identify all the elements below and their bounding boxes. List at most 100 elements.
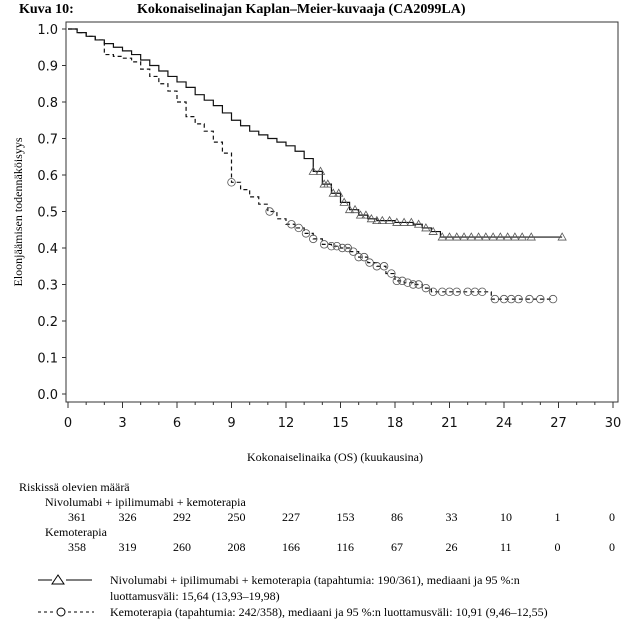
risk-count: 358 bbox=[68, 540, 86, 554]
censor-triangle-marker bbox=[526, 232, 536, 241]
censor-triangle-marker bbox=[495, 232, 506, 241]
y-tick-label: 1.0 bbox=[37, 23, 58, 38]
censor-circle-marker bbox=[227, 178, 236, 187]
censor-triangle-marker bbox=[339, 197, 349, 206]
risk-count: 208 bbox=[227, 540, 246, 554]
censor-circle-marker bbox=[408, 280, 418, 289]
risk-count: 0 bbox=[609, 540, 615, 554]
x-tick-label: 21 bbox=[441, 416, 458, 431]
censor-circle-marker bbox=[514, 294, 523, 304]
km-chart: 0.0 0.1 0.2 0.3 0.4 0.5 0.6 0.7 0.8 0.9 1.0 0 3 6 9 12… bbox=[11, 21, 622, 464]
risk-count: 166 bbox=[282, 540, 300, 554]
censor-circle-marker bbox=[354, 252, 363, 262]
censor-circle-marker bbox=[478, 287, 487, 296]
x-tick-label: 27 bbox=[550, 416, 567, 431]
censor-circle-marker bbox=[387, 269, 396, 278]
censor-circle-marker bbox=[379, 262, 389, 271]
legend-text-nivo-2: luottamusväli: 15,64 (13,93–19,98) bbox=[110, 589, 280, 603]
plot-frame bbox=[65, 21, 619, 403]
censor-circle-marker bbox=[309, 234, 318, 244]
y-tick-label: 0.3 bbox=[37, 279, 58, 294]
censor-triangle-marker bbox=[361, 210, 371, 219]
censor-triangle-marker bbox=[444, 232, 455, 241]
censor-triangle-marker bbox=[350, 204, 360, 214]
risk-count: 26 bbox=[445, 540, 458, 554]
censor-circle-marker bbox=[525, 294, 534, 304]
y-tick-label: 0.8 bbox=[37, 96, 58, 111]
censor-triangle-marker bbox=[333, 188, 344, 197]
figure-label: Kuva 10: bbox=[19, 2, 74, 17]
censor-triangle-marker bbox=[355, 210, 366, 219]
series-group bbox=[68, 28, 567, 304]
risk-count: 153 bbox=[336, 510, 355, 524]
censor-triangle-marker bbox=[323, 179, 333, 188]
censor-triangle-marker bbox=[372, 215, 382, 225]
x-tick-label: 0 bbox=[64, 416, 72, 431]
censor-circle-marker bbox=[392, 276, 402, 286]
censor-triangle-marker bbox=[308, 166, 318, 175]
y-tick-label: 0.2 bbox=[37, 315, 58, 330]
risk-count: 250 bbox=[227, 510, 246, 524]
risk-group-label: Kemoterapia bbox=[45, 525, 107, 539]
censor-triangle-marker bbox=[481, 232, 491, 241]
censor-circle-marker bbox=[398, 276, 407, 286]
censor-triangle-marker bbox=[406, 217, 417, 226]
risk-count: 33 bbox=[445, 510, 458, 524]
censor-circle-marker bbox=[403, 278, 412, 287]
censor-circle-marker bbox=[349, 247, 358, 256]
risk-count: 292 bbox=[173, 510, 191, 524]
censor-triangle-marker bbox=[510, 232, 520, 241]
censor-triangle-marker bbox=[328, 188, 338, 197]
risk-count: 326 bbox=[118, 510, 137, 524]
censor-circle-marker bbox=[332, 241, 342, 251]
risk-count: 116 bbox=[336, 540, 355, 554]
chemo-survival-curve bbox=[68, 28, 554, 300]
x-tick-label: 18 bbox=[387, 416, 404, 431]
censor-circle-marker bbox=[421, 283, 431, 293]
censor-circle-marker bbox=[414, 280, 423, 289]
censor-triangle-marker bbox=[473, 232, 484, 241]
censor-circle-marker bbox=[287, 220, 296, 229]
censor-circle-marker bbox=[536, 294, 545, 304]
x-tick-label: 12 bbox=[278, 416, 295, 431]
censor-triangle-marker bbox=[377, 215, 387, 225]
censor-triangle-marker bbox=[344, 204, 355, 214]
y-tick-label: 0.0 bbox=[37, 388, 58, 403]
censor-circle-marker bbox=[548, 294, 558, 304]
legend-solid-triangle-icon bbox=[38, 574, 92, 585]
y-tick-label: 0.6 bbox=[37, 169, 58, 184]
x-tick-label: 9 bbox=[227, 416, 235, 431]
x-tick-label: 15 bbox=[332, 416, 349, 431]
x-tick-label: 24 bbox=[496, 416, 513, 431]
risk-count: 0 bbox=[554, 540, 561, 554]
y-axis: 0.0 0.1 0.2 0.3 0.4 0.5 0.6 0.7 0.8 0.9 1.0 bbox=[37, 23, 66, 403]
risk-count: 67 bbox=[391, 540, 403, 554]
censor-circle-marker bbox=[294, 223, 303, 233]
risk-count: 319 bbox=[118, 540, 137, 554]
risk-count: 361 bbox=[68, 510, 86, 524]
x-tick-label: 6 bbox=[173, 416, 181, 431]
censor-circle-marker bbox=[327, 241, 336, 251]
censor-triangle-marker bbox=[413, 219, 424, 228]
risk-count: 11 bbox=[500, 540, 512, 554]
censor-triangle-marker bbox=[366, 213, 377, 223]
legend-text-chemo: Kemoterapia (tapahtumia: 242/358), media… bbox=[110, 605, 548, 619]
risk-table-title: Riskissä olevien määrä bbox=[19, 480, 130, 494]
y-tick-label: 0.1 bbox=[37, 352, 58, 367]
legend-dashed-circle-icon bbox=[38, 607, 94, 617]
y-axis-title: Eloonjäämisen todennäköisyys bbox=[11, 137, 25, 286]
risk-count: 260 bbox=[173, 540, 191, 554]
risk-group-label: Nivolumabi + ipilimumabi + kemoterapia bbox=[45, 495, 246, 509]
censor-triangle-marker bbox=[315, 166, 326, 175]
censor-triangle-marker bbox=[452, 232, 462, 241]
censor-triangle-marker bbox=[392, 217, 402, 226]
x-tick-label: 30 bbox=[605, 416, 622, 431]
risk-count: 86 bbox=[391, 510, 403, 524]
censor-triangle-marker bbox=[557, 232, 567, 241]
y-tick-label: 0.7 bbox=[37, 133, 58, 148]
censor-circle-marker bbox=[359, 252, 369, 262]
nivo-survival-curve bbox=[68, 28, 563, 238]
censor-triangle-marker bbox=[437, 232, 447, 241]
y-tick-label: 0.5 bbox=[37, 206, 58, 221]
y-tick-label: 0.9 bbox=[37, 60, 58, 75]
